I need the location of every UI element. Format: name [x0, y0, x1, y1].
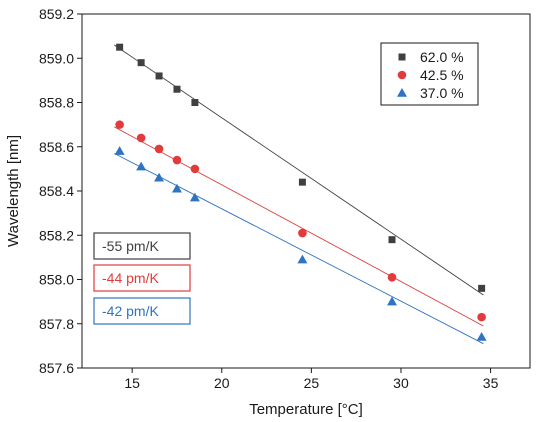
y-axis: 857.6 857.8 858.0 858.2 858.4 858.6 858.8 859.0… — [39, 6, 82, 376]
data-point — [298, 228, 307, 238]
legend-box — [380, 42, 479, 106]
data-point — [115, 120, 124, 129]
slope-annotations: -55 pm/K -44 pm/K -42 pm/K — [93, 232, 191, 325]
x-tick-label: 15 — [124, 375, 140, 391]
legend: 62.0 % 42.5 % 37.0 % — [380, 42, 479, 106]
data-point — [477, 312, 486, 322]
y-axis-label: Wavelength [nm] — [5, 135, 22, 247]
data-point — [155, 72, 163, 80]
data-point — [189, 192, 200, 202]
y-tick-label: 857.6 — [39, 360, 74, 376]
data-point — [298, 178, 306, 186]
legend-label: 42.5 % — [420, 67, 464, 83]
x-tick-label: 20 — [214, 375, 230, 391]
x-tick-label: 30 — [393, 375, 409, 391]
slope-label-42: -44 pm/K — [102, 270, 159, 286]
data-point — [191, 99, 199, 106]
legend-label: 37.0 % — [420, 85, 464, 101]
data-point — [116, 43, 124, 51]
legend-marker — [397, 70, 407, 80]
x-tick-label: 35 — [483, 375, 499, 391]
data-point — [154, 144, 164, 154]
data-point — [190, 164, 200, 174]
data-point — [478, 284, 486, 292]
fit-line — [114, 126, 484, 327]
y-tick-label: 858.2 — [39, 227, 74, 243]
slope-label-62: -55 pm/K — [102, 238, 159, 254]
data-point — [173, 85, 181, 93]
slope-box-62 — [93, 232, 191, 260]
slope-box-37 — [93, 297, 191, 325]
data-point — [387, 272, 397, 282]
data-point — [297, 254, 308, 264]
data-point — [387, 296, 398, 306]
fit-line — [114, 152, 484, 345]
data-point — [171, 183, 182, 193]
y-tick-label: 859.0 — [39, 50, 74, 66]
slope-box-42 — [93, 264, 191, 292]
y-tick-label: 858.6 — [39, 139, 74, 155]
data-point — [154, 172, 165, 182]
x-tick-label: 25 — [304, 375, 320, 391]
data-point — [136, 161, 147, 171]
y-tick-label: 858.4 — [39, 183, 74, 199]
data-point — [172, 155, 182, 165]
y-tick-label: 857.8 — [39, 316, 74, 332]
data-point — [114, 146, 125, 155]
data-point — [137, 59, 145, 67]
y-tick-label: 858.8 — [39, 95, 74, 111]
x-axis-label: Temperature [°C] — [249, 401, 363, 418]
data-point — [388, 236, 396, 244]
data-point — [476, 332, 487, 341]
legend-label: 62.0 % — [420, 49, 464, 65]
y-tick-label: 858.0 — [39, 272, 74, 288]
slope-label-37: -42 pm/K — [102, 303, 159, 319]
legend-marker — [397, 88, 407, 97]
x-axis: 15 20 25 30 35 — [124, 368, 499, 391]
data-point — [136, 133, 146, 143]
y-tick-label: 859.2 — [39, 6, 74, 22]
legend-marker — [398, 53, 406, 61]
data-markers — [114, 43, 487, 341]
